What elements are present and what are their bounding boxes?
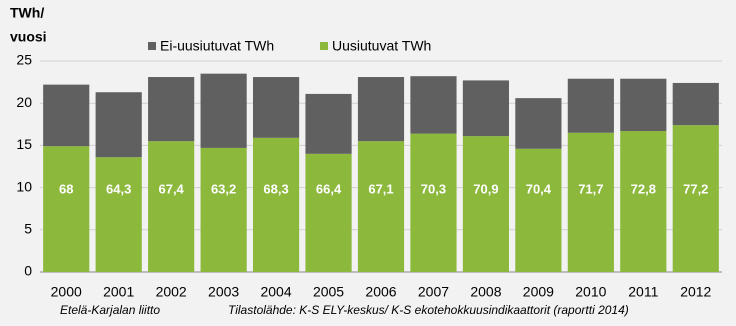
y-tick-label: 15 <box>16 136 32 152</box>
bar-segment <box>43 146 90 272</box>
bar-segment <box>43 84 90 147</box>
share-label: 68 <box>59 181 73 196</box>
x-tick-label: 2009 <box>523 284 554 300</box>
bar-segment <box>95 157 142 272</box>
bar-segment <box>672 82 719 126</box>
x-tick-label: 2007 <box>418 284 449 300</box>
share-label: 70,9 <box>473 181 498 196</box>
bar-segment <box>567 78 614 133</box>
bar-segment <box>462 80 510 137</box>
bar-segment <box>672 125 719 272</box>
bar-segment <box>410 76 457 134</box>
legend-label: Ei-uusiutuvat TWh <box>160 38 274 54</box>
x-tick-label: 2008 <box>470 284 501 300</box>
y-tick-label: 25 <box>16 52 32 68</box>
bar-segment <box>95 92 142 158</box>
bar-segment <box>410 133 457 272</box>
legend-swatch <box>148 42 156 50</box>
legend-label: Uusiutuvat TWh <box>332 38 431 54</box>
bar-segment <box>200 147 247 272</box>
x-tick-label: 2001 <box>103 284 134 300</box>
bar-segment <box>252 137 300 272</box>
share-label: 67,1 <box>368 181 393 196</box>
x-tick-label: 2010 <box>575 284 606 300</box>
x-tick-label: 2012 <box>680 284 711 300</box>
share-label: 64,3 <box>106 181 131 196</box>
x-tick-label: 2005 <box>313 284 344 300</box>
share-label: 71,7 <box>578 181 603 196</box>
bar-segment <box>200 73 247 148</box>
x-tick-label: 2006 <box>365 284 396 300</box>
footnote: Etelä-Karjalan liitto <box>60 303 160 317</box>
x-tick-label: 2004 <box>260 284 291 300</box>
bar-segment <box>305 93 352 154</box>
share-label: 68,3 <box>263 181 288 196</box>
bar-segment <box>148 77 195 142</box>
x-tick-label: 2011 <box>628 284 658 300</box>
bar-segment <box>515 98 562 149</box>
share-label: 72,8 <box>631 181 656 196</box>
share-label: 70,4 <box>526 181 552 196</box>
footnote: Tilastolähde: K-S ELY-keskus/ K-S ekoteh… <box>228 303 629 317</box>
share-label: 70,3 <box>421 181 446 196</box>
share-label: 67,4 <box>158 181 184 196</box>
share-label: 77,2 <box>683 181 708 196</box>
x-tick-label: 2002 <box>156 284 187 300</box>
bar-segment <box>357 141 405 272</box>
share-label: 66,4 <box>316 181 342 196</box>
x-tick-label: 2000 <box>51 284 82 300</box>
bar-segment <box>148 141 195 272</box>
bar-segment <box>515 148 562 272</box>
bar-segment <box>305 153 352 272</box>
y-tick-label: 10 <box>16 178 32 194</box>
share-label: 63,2 <box>211 181 236 196</box>
bar-segment <box>462 136 510 272</box>
bar-segment <box>567 132 614 272</box>
bar-segment <box>620 131 667 272</box>
y-axis-label: vuosi <box>10 29 47 45</box>
y-tick-label: 5 <box>24 221 32 237</box>
bar-segment <box>357 77 405 142</box>
bar-segment <box>252 77 300 138</box>
y-tick-label: 0 <box>24 263 32 279</box>
y-tick-label: 20 <box>16 94 32 110</box>
legend-swatch <box>320 42 328 50</box>
bar-segment <box>620 78 667 132</box>
y-axis-label: TWh/ <box>10 5 44 21</box>
x-tick-label: 2003 <box>208 284 239 300</box>
